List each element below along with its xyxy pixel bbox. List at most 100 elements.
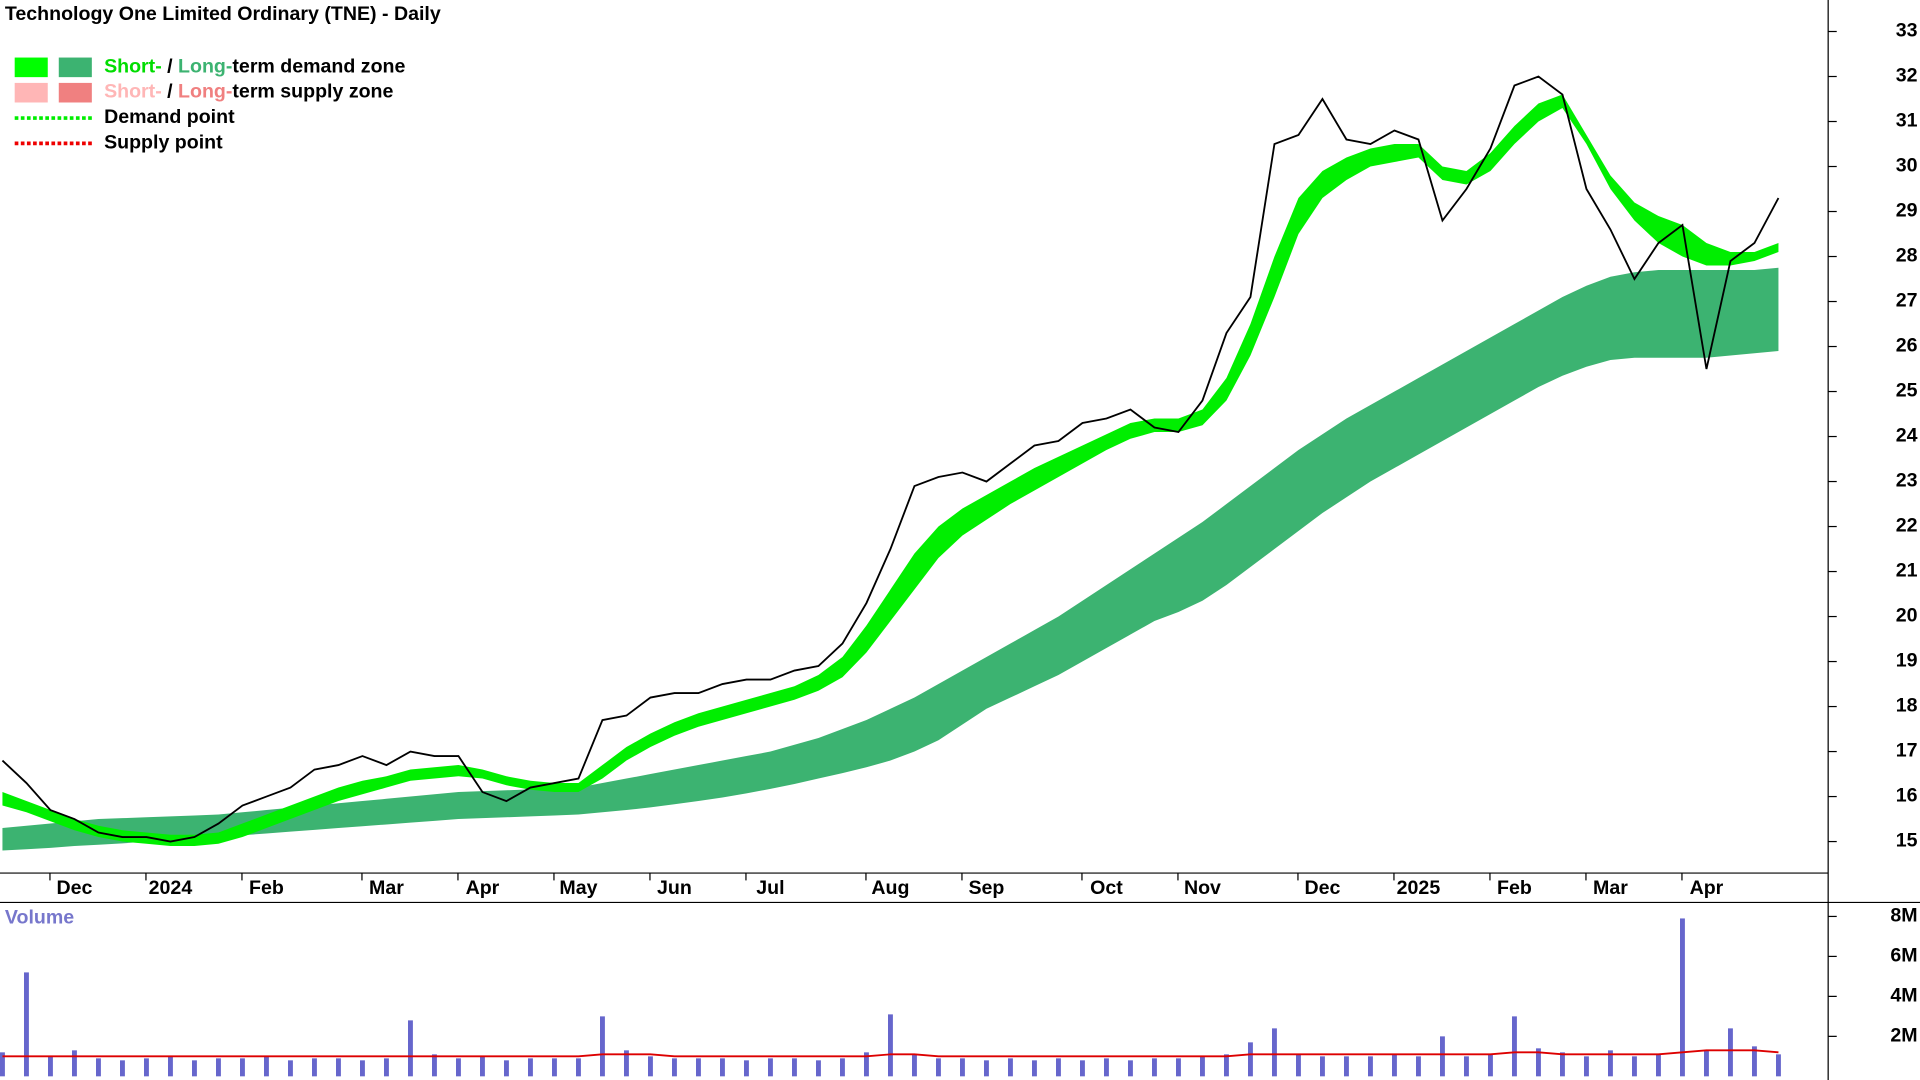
volume-average xyxy=(2,1049,1779,1058)
volume-bar xyxy=(192,1060,197,1077)
volume-bar xyxy=(408,1020,413,1077)
volume-bar xyxy=(1248,1042,1253,1077)
x-tick-label: Aug xyxy=(871,877,909,899)
zone xyxy=(2,94,1779,847)
volume-bar xyxy=(336,1058,341,1077)
volume-bar xyxy=(1416,1056,1421,1077)
y-tick-label: 23 xyxy=(1896,470,1918,492)
volume-bar xyxy=(912,1054,917,1077)
legend-part: / xyxy=(162,81,178,103)
x-tick-label: Jul xyxy=(756,877,784,899)
x-tick-label: Apr xyxy=(1690,877,1724,899)
price-line xyxy=(1,75,1780,843)
volume-title: Volume xyxy=(5,907,74,929)
legend-part: term supply zone xyxy=(232,81,393,103)
volume-bar xyxy=(120,1060,125,1077)
y-tick-label: 32 xyxy=(1896,65,1918,87)
volume-bar xyxy=(816,1060,821,1077)
legend-label: Demand point xyxy=(104,106,235,128)
legend-part: Short- xyxy=(104,56,162,78)
y-tick-label: 19 xyxy=(1896,650,1918,672)
volume-bar xyxy=(1680,918,1685,1077)
y-tick-label: 33 xyxy=(1896,20,1918,42)
y-tick-label: 6M xyxy=(1890,945,1917,967)
y-tick-label: 18 xyxy=(1896,695,1918,717)
x-tick-label: Mar xyxy=(369,877,404,899)
volume-bar xyxy=(1704,1050,1709,1077)
volume-bar xyxy=(1344,1056,1349,1077)
volume-bar xyxy=(1608,1050,1613,1077)
y-tick-label: 27 xyxy=(1896,290,1918,312)
y-tick-label: 20 xyxy=(1896,605,1918,627)
volume-bar xyxy=(456,1058,461,1077)
y-tick-label: 29 xyxy=(1896,200,1918,222)
volume-bar xyxy=(552,1058,557,1077)
volume-bar xyxy=(1320,1056,1325,1077)
x-tick-label: Feb xyxy=(1497,877,1532,899)
legend-label: Short- / Long-term demand zone xyxy=(104,56,405,78)
volume-bar xyxy=(360,1060,365,1077)
volume-bar xyxy=(48,1056,53,1077)
x-tick-label: Dec xyxy=(1304,877,1340,899)
volume-bar xyxy=(768,1058,773,1077)
y-tick-label: 30 xyxy=(1896,155,1918,177)
volume-bar xyxy=(984,1060,989,1077)
y-tick-label: 28 xyxy=(1896,245,1918,267)
x-tick-label: Jun xyxy=(657,877,692,899)
y-tick-label: 8M xyxy=(1890,905,1917,927)
y-tick-label: 22 xyxy=(1896,515,1918,537)
y-tick-label: 25 xyxy=(1896,380,1918,402)
volume-bar xyxy=(696,1058,701,1077)
y-tick-label: 21 xyxy=(1896,560,1918,582)
volume-bar xyxy=(888,1014,893,1077)
volume-bar xyxy=(72,1050,77,1077)
volume-bar xyxy=(936,1058,941,1077)
volume-bar xyxy=(1536,1048,1541,1077)
legend-swatch xyxy=(14,57,48,78)
chart-title: Technology One Limited Ordinary (TNE) - … xyxy=(5,3,441,25)
x-tick-label: Mar xyxy=(1593,877,1628,899)
legend-part: / xyxy=(162,56,178,78)
volume-bar xyxy=(1440,1036,1445,1077)
x-tick-label: May xyxy=(559,877,597,899)
x-tick-label: Sep xyxy=(968,877,1004,899)
volume-bar xyxy=(1272,1028,1277,1077)
volume-bar xyxy=(0,1052,5,1077)
volume-bar xyxy=(1512,1016,1517,1077)
legend-label: Short- / Long-term supply zone xyxy=(104,81,393,103)
x-tick-label: 2025 xyxy=(1397,877,1441,899)
volume-bar xyxy=(1152,1058,1157,1077)
legend-swatch xyxy=(14,82,48,103)
volume-bar xyxy=(1632,1056,1637,1077)
volume-bar xyxy=(792,1058,797,1077)
legend-part: Long- xyxy=(178,81,232,103)
volume-bar xyxy=(312,1058,317,1077)
volume-bar xyxy=(24,972,29,1077)
volume-bar xyxy=(216,1058,221,1077)
volume-bar xyxy=(624,1050,629,1077)
volume-bar xyxy=(1008,1058,1013,1077)
legend-part: Long- xyxy=(178,56,232,78)
volume-bar xyxy=(864,1052,869,1077)
volume-bar xyxy=(504,1060,509,1077)
x-tick-label: Nov xyxy=(1184,877,1221,899)
volume-bar xyxy=(1128,1060,1133,1077)
y-tick-label: 16 xyxy=(1896,785,1918,807)
volume-bar xyxy=(960,1058,965,1077)
volume-bar xyxy=(264,1056,269,1077)
zone xyxy=(2,267,1779,851)
volume-bar xyxy=(576,1058,581,1077)
volume-bar xyxy=(1224,1054,1229,1077)
y-tick-label: 17 xyxy=(1896,740,1918,762)
legend-part: Short- xyxy=(104,81,162,103)
legend-part: term demand zone xyxy=(232,56,405,78)
volume-bar xyxy=(288,1060,293,1077)
x-tick-label: Feb xyxy=(249,877,284,899)
volume-bar xyxy=(1368,1056,1373,1077)
volume-bar xyxy=(432,1054,437,1077)
volume-bar xyxy=(480,1056,485,1077)
x-tick-label: Apr xyxy=(466,877,500,899)
volume-bar xyxy=(1464,1056,1469,1077)
